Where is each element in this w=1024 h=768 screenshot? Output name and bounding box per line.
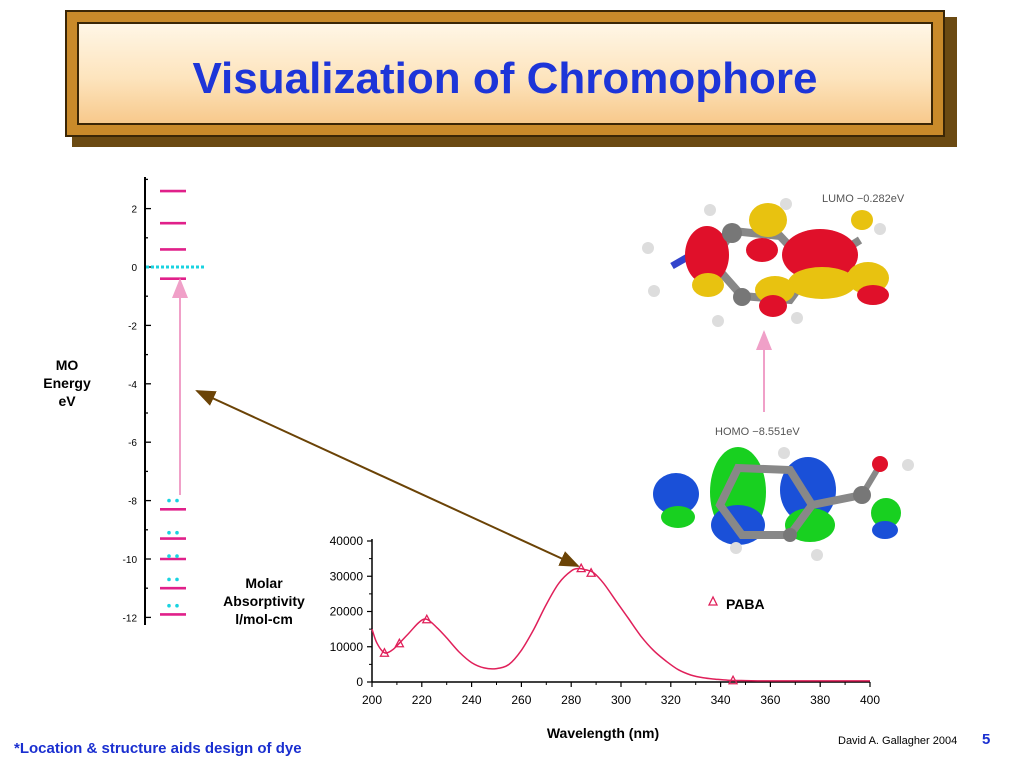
- mo-axis-label-line-3: eV: [58, 393, 76, 409]
- electron-dot: [175, 577, 179, 582]
- title-frame: Visualization of Chromophore: [65, 10, 945, 137]
- electron-dot: [167, 498, 171, 503]
- series-marker: [576, 562, 587, 573]
- spectrum-ylabel-line-1: Molar: [245, 575, 283, 591]
- series-marker: [727, 674, 739, 685]
- spectrum-x-tick-label: 380: [810, 693, 830, 707]
- legend-label-paba: PABA: [726, 596, 765, 612]
- spectrum-y-tick-label: 30000: [330, 569, 364, 583]
- mo-electrons: [167, 498, 179, 608]
- electron-dot: [167, 603, 171, 608]
- spectrum-x-tick-label: 200: [362, 693, 382, 707]
- electron-dot: [175, 498, 179, 503]
- homo-orbital-image: HOMO −8.551eV: [653, 426, 914, 561]
- spectrum-axes: 0 10000 20000 30000 40000 200 220 240 260 280 300 3…: [330, 534, 881, 707]
- spectrum-y-axis-label: Molar Absorptivity l/mol-cm: [223, 575, 305, 627]
- legend-marker-paba: [707, 595, 719, 606]
- lumo-orbital-image: LUMO −0.282eV: [642, 193, 905, 327]
- series-marker: [394, 637, 405, 648]
- mo-tick-label: -12: [123, 613, 138, 624]
- series-marker: [586, 567, 597, 577]
- spectrum-y-tick-label: 40000: [330, 534, 364, 548]
- mo-tick-label: -10: [123, 555, 138, 566]
- electron-dot: [167, 577, 171, 582]
- spectrum-x-tick-label: 260: [511, 693, 531, 707]
- spectrum-x-tick-label: 340: [711, 693, 731, 707]
- series-markers-paba: [379, 562, 739, 685]
- series-marker: [421, 613, 432, 624]
- mo-axis-label-line-1: MO: [56, 357, 79, 373]
- spectrum-y-tick-label: 20000: [330, 605, 364, 619]
- spectrum-y-tick-label: 0: [356, 675, 363, 689]
- mo-tick-label: 2: [131, 205, 137, 216]
- series-line-paba: [371, 567, 870, 682]
- spectrum-ylabel-line-2: Absorptivity: [223, 593, 305, 609]
- homo-label: HOMO −8.551eV: [715, 426, 800, 438]
- mo-axis-label-line-2: Energy: [43, 375, 91, 391]
- electron-dot: [167, 554, 171, 558]
- mo-levels: [146, 189, 206, 616]
- electron-dot: [175, 530, 179, 535]
- mo-tick-label: 0: [131, 263, 137, 274]
- title-panel: Visualization of Chromophore: [77, 22, 933, 125]
- spectrum-ylabel-line-3: l/mol-cm: [235, 611, 293, 627]
- mo-tick-label: -6: [128, 438, 137, 449]
- author-credit: David A. Gallagher 2004: [838, 735, 958, 747]
- lumo-label: LUMO −0.282eV: [822, 193, 905, 205]
- spectrum-x-tick-label: 240: [462, 693, 482, 707]
- mo-tick-label: -2: [128, 321, 137, 332]
- series-marker: [379, 647, 390, 657]
- legend: PABA: [707, 595, 765, 612]
- page-number: 5: [982, 731, 991, 748]
- slide-title: Visualization of Chromophore: [192, 54, 818, 103]
- spectrum-x-tick-label: 400: [860, 693, 880, 707]
- electron-dot: [175, 554, 179, 558]
- mo-energy-axis: 2 0 -2 -4 -6 -8 -10 -12: [123, 177, 151, 625]
- spectrum-x-tick-label: 300: [611, 693, 631, 707]
- mo-tick-label: -8: [128, 497, 137, 508]
- mo-tick-label: -4: [128, 380, 137, 391]
- electron-dot: [167, 530, 171, 535]
- spectrum-x-tick-label: 280: [561, 693, 581, 707]
- peak-link-arrow: [195, 390, 580, 567]
- electron-dot: [175, 603, 179, 608]
- mo-axis-label: MO Energy eV: [43, 357, 91, 409]
- footnote: *Location & structure aids design of dye: [14, 740, 302, 757]
- spectrum-x-axis-label: Wavelength (nm): [547, 725, 659, 741]
- spectrum-x-tick-label: 220: [412, 693, 432, 707]
- spectrum-x-tick-label: 360: [760, 693, 780, 707]
- spectrum-x-tick-label: 320: [661, 693, 681, 707]
- spectrum-y-tick-label: 10000: [330, 640, 364, 654]
